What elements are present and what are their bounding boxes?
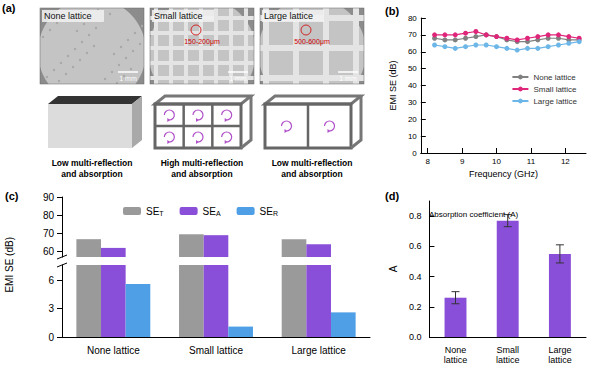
svg-text:1 mm: 1 mm [339,75,357,82]
svg-text:and absorption: and absorption [171,169,232,179]
svg-text:0: 0 [48,332,54,343]
svg-text:40: 40 [408,81,417,90]
svg-text:80: 80 [43,210,55,221]
svg-text:High multi-reflection: High multi-reflection [161,158,244,168]
svg-text:lattice: lattice [496,355,520,365]
svg-text:60: 60 [408,47,417,56]
svg-text:lattice: lattice [444,355,468,365]
svg-text:SE: SE [146,206,160,217]
svg-text:Large lattice: Large lattice [291,345,346,356]
svg-text:and absorption: and absorption [61,169,122,179]
svg-text:SE: SE [260,206,274,217]
svg-text:10: 10 [408,132,417,141]
svg-text:R: R [273,210,278,217]
svg-text:None lattice: None lattice [44,11,92,21]
svg-text:Large lattice: Large lattice [533,97,577,106]
svg-text:(d): (d) [385,190,399,202]
svg-text:20: 20 [408,115,417,124]
svg-text:50: 50 [408,64,417,73]
svg-text:12: 12 [561,157,570,166]
svg-text:0.4: 0.4 [409,272,422,282]
svg-text:T: T [159,210,164,217]
svg-text:9: 9 [460,157,465,166]
svg-text:A: A [216,210,221,217]
svg-text:Large: Large [548,345,571,355]
svg-text:0.8: 0.8 [409,211,422,221]
svg-text:0.6: 0.6 [409,241,422,251]
svg-text:3: 3 [48,303,54,314]
svg-text:1 mm: 1 mm [119,75,137,82]
svg-text:30: 30 [408,98,417,107]
svg-text:(b): (b) [385,5,399,17]
svg-text:Large lattice: Large lattice [264,11,313,21]
svg-text:(c): (c) [5,190,19,202]
svg-text:8: 8 [425,157,430,166]
svg-text:A: A [388,265,399,272]
svg-text:1 mm: 1 mm [229,75,247,82]
svg-text:None lattice: None lattice [87,345,140,356]
svg-text:and absorption: and absorption [281,169,342,179]
svg-text:(a): (a) [2,2,16,14]
svg-text:Low multi-reflection: Low multi-reflection [52,158,133,168]
svg-text:150-200μm: 150-200μm [184,38,220,46]
svg-text:Frequency (GHz): Frequency (GHz) [469,169,538,179]
svg-text:EMI SE (dB): EMI SE (dB) [4,237,15,293]
svg-text:Small lattice: Small lattice [533,85,577,94]
svg-text:60: 60 [43,246,55,257]
svg-text:90: 90 [43,192,55,203]
svg-text:Small: Small [496,345,519,355]
svg-text:Low multi-reflection: Low multi-reflection [272,158,353,168]
svg-text:0.0: 0.0 [409,332,422,342]
svg-text:11: 11 [527,157,536,166]
svg-text:lattice: lattice [548,355,572,365]
svg-text:Absorption coefficient (A): Absorption coefficient (A) [429,210,519,219]
svg-text:500-600μm: 500-600μm [294,38,330,46]
svg-text:SE: SE [203,206,217,217]
svg-text:70: 70 [408,30,417,39]
svg-text:0: 0 [412,149,417,158]
svg-text:6: 6 [48,275,54,286]
svg-text:80: 80 [408,14,417,23]
svg-text:Small lattice: Small lattice [189,345,243,356]
svg-text:None: None [445,345,467,355]
svg-text:None lattice: None lattice [533,73,576,82]
svg-text:70: 70 [43,228,55,239]
svg-text:EMI SE (dB): EMI SE (dB) [388,60,398,110]
svg-text:0.2: 0.2 [409,302,422,312]
svg-text:10: 10 [492,157,501,166]
svg-text:Small lattice: Small lattice [154,11,203,21]
